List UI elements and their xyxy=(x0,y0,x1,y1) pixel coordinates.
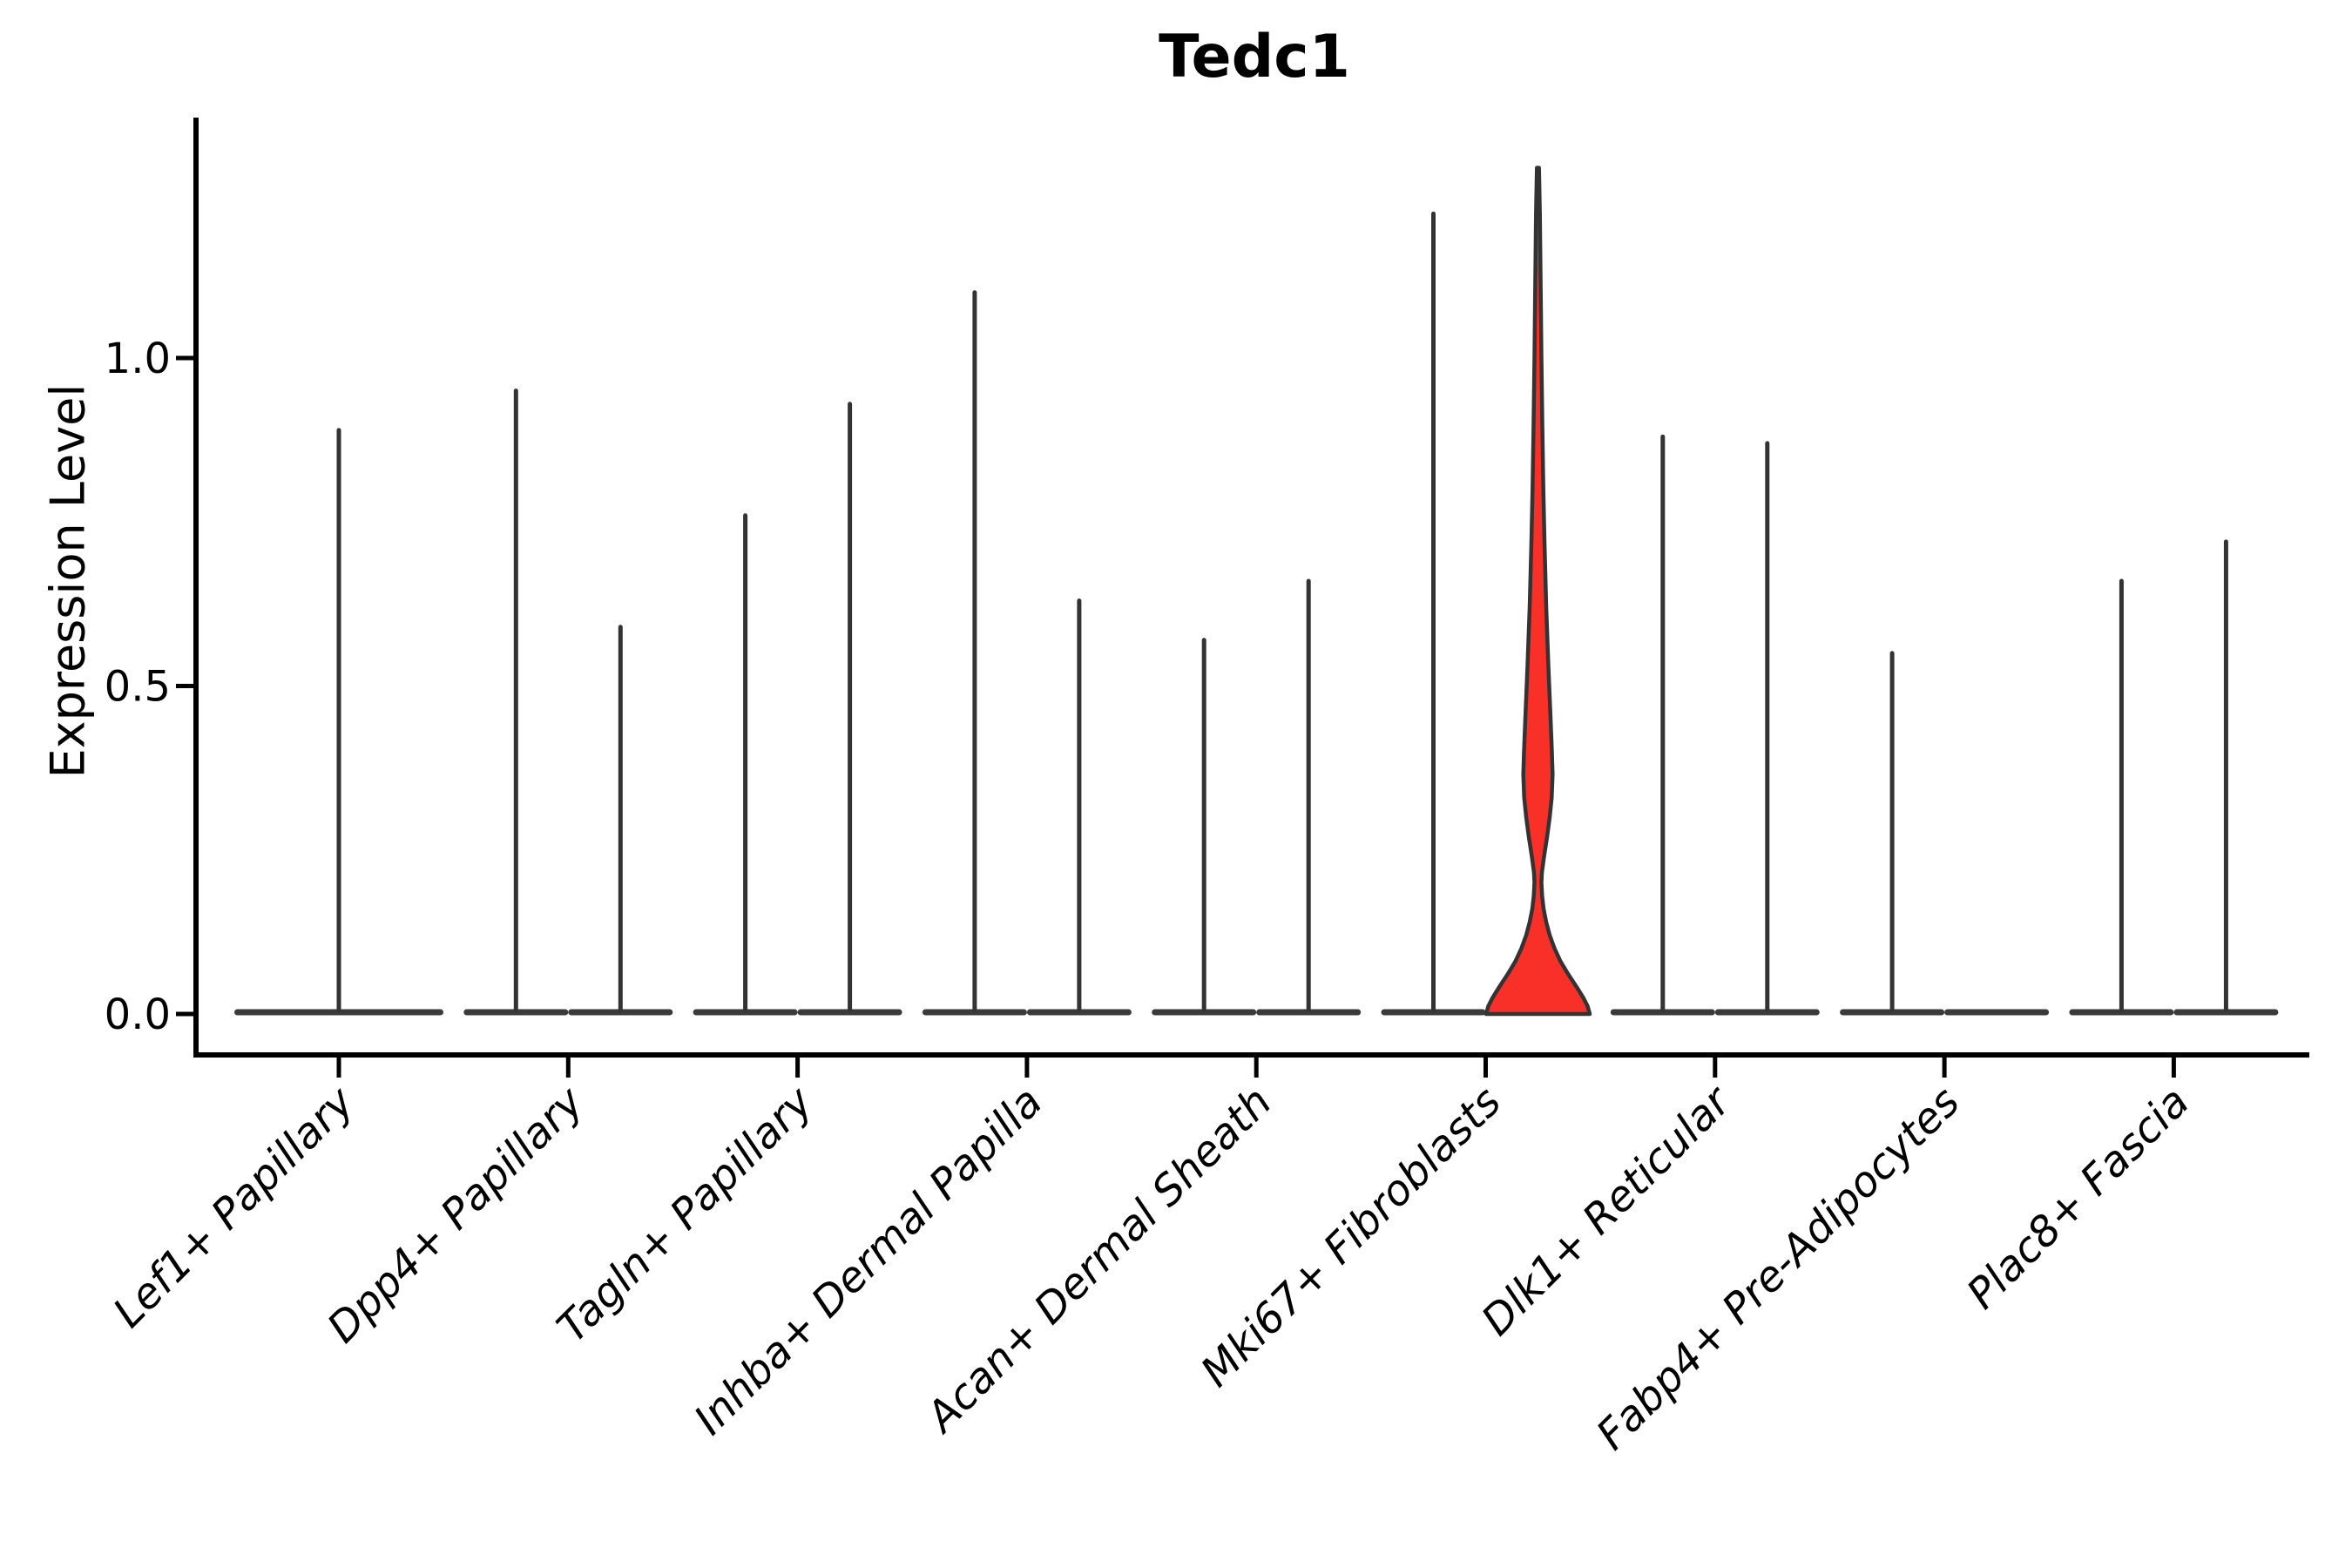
x-tick-label: Dlk1+ Reticular xyxy=(1472,1076,1742,1346)
x-tick-label: Plac8+ Fascia xyxy=(1957,1078,2199,1319)
y-tick-label: 1.0 xyxy=(105,335,171,383)
x-tick-label: Dpp4+ Papillary xyxy=(318,1077,593,1352)
highlighted-violin xyxy=(1484,166,1592,1017)
x-tick-label: Fabp4+ Pre-Adipocytes xyxy=(1587,1078,1970,1460)
x-tick-label: Tagln+ Papillary xyxy=(548,1077,823,1352)
y-tick-label: 0.5 xyxy=(105,663,171,712)
y-tick-label: 0.0 xyxy=(105,990,171,1039)
x-tick-label: Lef1+ Papillary xyxy=(104,1077,364,1337)
chart-title: Tedc1 xyxy=(1159,23,1350,91)
